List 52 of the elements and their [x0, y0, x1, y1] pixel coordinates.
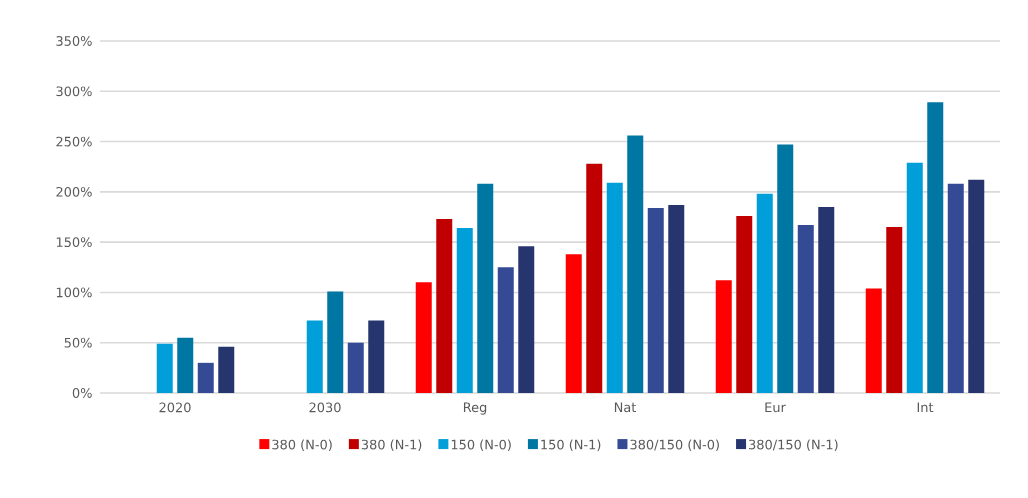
- bar: [456, 228, 473, 393]
- bar: [906, 162, 923, 393]
- y-tick-label: 250%: [56, 136, 92, 147]
- bar: [368, 320, 385, 393]
- bar: [647, 207, 664, 393]
- y-tick-label: 350%: [56, 36, 92, 46]
- x-tick-label: 2030: [309, 402, 341, 413]
- y-tick-label: 100%: [56, 287, 92, 298]
- bar: [197, 362, 214, 393]
- y-tick-label: 0%: [72, 388, 92, 398]
- bar: [736, 215, 753, 393]
- bar: [436, 219, 453, 393]
- bar: [627, 135, 644, 393]
- bar: [306, 320, 323, 393]
- bar: [797, 225, 814, 393]
- x-tick-label: Nat: [614, 402, 637, 413]
- bar: [415, 282, 432, 393]
- bar: [586, 163, 603, 393]
- legend-label: 380/150 (N-0): [630, 439, 719, 451]
- bar: [947, 183, 964, 393]
- bar: [865, 288, 882, 393]
- bar: [756, 193, 773, 393]
- bar: [927, 102, 944, 393]
- x-tick-label: Eur: [765, 402, 786, 413]
- x-tick-label: 2020: [159, 402, 191, 413]
- bar: [886, 227, 903, 393]
- bar: [606, 182, 623, 393]
- bar: [518, 246, 535, 393]
- y-tick-label: 200%: [56, 186, 92, 197]
- legend-label: 150 (N-0): [451, 439, 511, 451]
- bar: [177, 337, 194, 393]
- y-tick-label: 150%: [56, 237, 92, 248]
- bar: [565, 254, 582, 393]
- legend-label: 380 (N-0): [272, 439, 332, 451]
- x-tick-label: Int: [917, 402, 934, 412]
- x-tick-label: Reg: [463, 402, 487, 415]
- bar: [218, 346, 235, 393]
- legend-label: 380 (N-1): [361, 439, 422, 451]
- bar: [968, 179, 985, 393]
- legend-label: 150 (N-1): [541, 439, 601, 451]
- legend-label: 380/150 (N-1): [749, 439, 838, 451]
- bar: [777, 144, 794, 393]
- y-tick-label: 300%: [56, 86, 92, 97]
- bar: [715, 280, 732, 393]
- bar: [347, 342, 364, 393]
- bar: [477, 183, 494, 393]
- bar: [156, 343, 173, 393]
- bar: [818, 206, 835, 393]
- bar: [497, 267, 514, 393]
- bar: [668, 204, 685, 393]
- bar: [327, 291, 344, 393]
- y-tick-label: 50%: [64, 337, 92, 348]
